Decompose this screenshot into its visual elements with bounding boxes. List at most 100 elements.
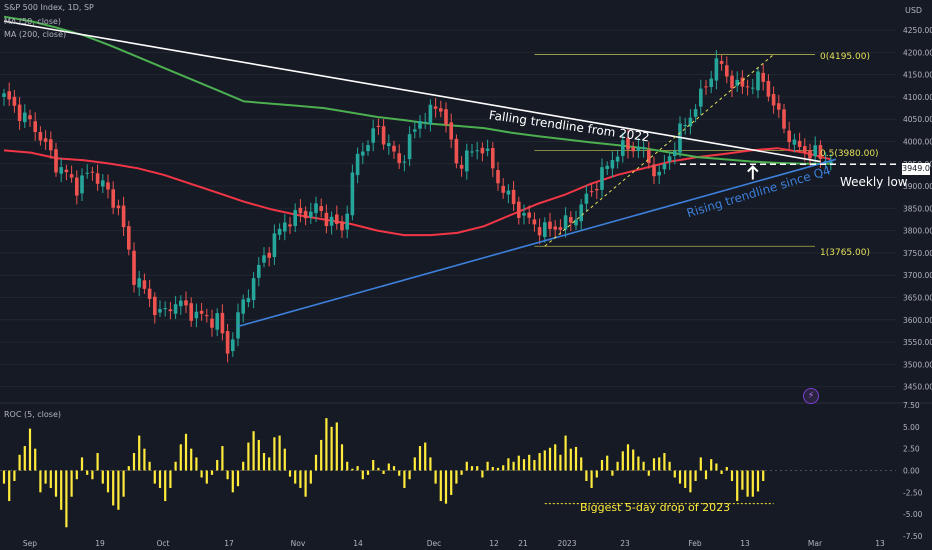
- lightning-icon[interactable]: ⚡: [803, 388, 819, 404]
- candle-body: [766, 80, 771, 97]
- symbol-title[interactable]: S&P 500 Index, 1D, SP: [4, 3, 94, 12]
- candle-body: [215, 313, 219, 330]
- roc-bar: [112, 470, 115, 506]
- roc-bar: [127, 466, 130, 471]
- roc-bar: [450, 470, 453, 495]
- price-tick-label: 4000.00: [903, 137, 932, 146]
- roc-bar: [18, 454, 21, 471]
- price-tick-label: 3550.00: [903, 338, 932, 347]
- roc-tick-label: -5.00: [903, 510, 923, 519]
- candle-body: [262, 255, 266, 263]
- roc-bar: [49, 470, 52, 488]
- roc-bar: [200, 470, 203, 478]
- candle-body: [371, 128, 375, 143]
- roc-tick-label: -2.50: [903, 488, 923, 497]
- candle-body: [267, 252, 271, 258]
- roc-bar: [392, 466, 396, 471]
- candle-body: [272, 233, 277, 258]
- candle-body: [142, 280, 147, 289]
- candle-body: [132, 250, 136, 285]
- roc-bar: [481, 470, 484, 478]
- candle-body: [662, 163, 667, 170]
- roc-bar: [418, 446, 422, 471]
- roc-bar: [231, 470, 234, 493]
- roc-legend[interactable]: ROC (5, close): [4, 410, 62, 419]
- roc-bar: [616, 461, 619, 471]
- candle-body: [33, 121, 37, 133]
- candle-body: [309, 211, 313, 218]
- candle-body: [673, 150, 677, 156]
- candle-body: [511, 189, 516, 205]
- x-tick-label: 21: [518, 539, 528, 548]
- roc-bar: [517, 455, 520, 471]
- roc-bar: [470, 466, 474, 471]
- roc-bar: [637, 456, 640, 471]
- roc-bar: [184, 433, 188, 471]
- roc-bar: [330, 426, 333, 471]
- roc-bar: [158, 470, 162, 488]
- roc-bar: [704, 470, 708, 480]
- trendlines: [3, 20, 837, 328]
- roc-bar: [164, 470, 167, 502]
- candle-body: [335, 214, 339, 224]
- roc-bar: [533, 460, 536, 471]
- roc-bar: [377, 467, 380, 471]
- candle-body: [121, 205, 126, 228]
- candle-body: [543, 222, 547, 237]
- roc-bar: [283, 448, 286, 471]
- roc-bar: [642, 461, 645, 471]
- candle-body: [387, 143, 391, 147]
- candle-body: [569, 217, 573, 223]
- ma50-legend[interactable]: MA (50, close): [4, 17, 62, 26]
- roc-bar: [80, 457, 84, 471]
- candle-body: [220, 312, 225, 334]
- roc-bar: [304, 470, 307, 497]
- roc-bar: [195, 457, 198, 471]
- price-tick-label: 3700.00: [903, 271, 932, 280]
- ma200-legend[interactable]: MA (200, close): [4, 30, 67, 39]
- candle-body: [548, 221, 552, 229]
- candle-body: [413, 129, 417, 132]
- roc-bar: [44, 470, 47, 484]
- candle-body: [407, 134, 412, 160]
- roc-bar: [398, 470, 401, 476]
- last-price-tag: 3949.00: [902, 163, 932, 175]
- candle-body: [501, 185, 505, 193]
- candle-body: [168, 309, 173, 312]
- candle-body: [782, 109, 786, 129]
- price-tick-label: 3600.00: [903, 316, 932, 325]
- candle-body: [631, 147, 635, 152]
- candle-body: [210, 318, 214, 328]
- roc-tick-label: 5.00: [903, 423, 920, 432]
- roc-bar: [621, 451, 624, 471]
- candle-body: [38, 132, 43, 141]
- roc-bar: [699, 457, 702, 471]
- candle-body: [818, 145, 823, 159]
- candle-body: [491, 148, 495, 169]
- roc-bar: [236, 470, 240, 487]
- currency-label: USD: [905, 6, 923, 15]
- price-tick-label: 3450.00: [903, 383, 932, 392]
- roc-bar: [39, 470, 42, 493]
- candle-body: [553, 226, 557, 230]
- candle-body: [506, 190, 511, 195]
- candle-body: [85, 172, 89, 174]
- price-tick-label: 4050.00: [903, 115, 932, 124]
- roc-bar: [138, 435, 141, 471]
- roc-bar: [502, 465, 505, 471]
- candle-body: [361, 151, 365, 156]
- candle-body: [714, 58, 719, 81]
- roc-bar: [382, 470, 385, 474]
- candle-body: [449, 122, 453, 140]
- candle-body: [475, 150, 479, 152]
- roc-bar: [668, 461, 671, 471]
- roc-bar: [117, 470, 120, 510]
- roc-bar: [569, 448, 572, 471]
- roc-bar: [408, 470, 411, 480]
- candle-body: [59, 167, 63, 174]
- roc-bar: [564, 435, 567, 471]
- roc-bar: [60, 470, 63, 510]
- candle-body: [366, 145, 370, 152]
- candle-body: [688, 117, 693, 127]
- candle-body: [480, 147, 485, 154]
